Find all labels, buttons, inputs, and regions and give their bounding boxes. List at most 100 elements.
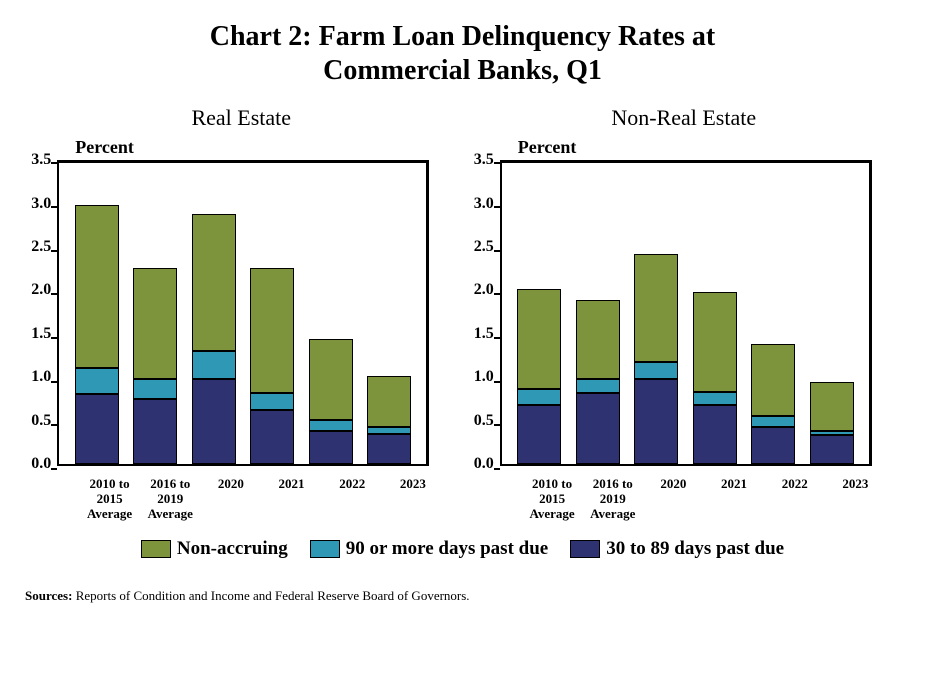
bar-segment-past_30_89 — [693, 405, 737, 464]
y-tick-label: 1.5 — [474, 325, 494, 343]
bar-segment-non_accruing — [309, 339, 353, 420]
legend-swatch — [141, 540, 171, 558]
legend: Non-accruing 90 or more days past due 30 t… — [25, 538, 900, 560]
bar — [810, 382, 854, 464]
x-tick-label: 2022 — [330, 477, 374, 522]
x-tick-label: 2016 to2019Average — [143, 477, 197, 522]
bar-segment-non_accruing — [517, 289, 561, 389]
plot-wrap: 3.53.02.52.01.51.00.50.0 — [474, 160, 894, 473]
tick-marks — [57, 163, 59, 464]
legend-label: 30 to 89 days past due — [606, 538, 784, 560]
title-line-2: Commercial Banks, Q1 — [323, 55, 602, 86]
bar-segment-past_30_89 — [133, 399, 177, 465]
bar — [250, 268, 294, 464]
bar-segment-past_30_89 — [576, 393, 620, 465]
bar — [693, 292, 737, 464]
bar-segment-past_30_89 — [517, 405, 561, 464]
bar-segment-past_90 — [133, 379, 177, 399]
y-tick-label: 2.5 — [31, 238, 51, 256]
panels-row: Real Estate Percent 3.5 3.0 2.5 2.0 1.5 1.0 0.5 0… — [25, 105, 900, 522]
bar-segment-non_accruing — [576, 300, 620, 380]
y-tick-label: 3.0 — [31, 195, 51, 213]
bar-segment-past_90 — [250, 393, 294, 410]
bar-segment-past_90 — [367, 427, 411, 434]
bar — [751, 344, 795, 465]
plot-wrap: 3.53.02.52.01.51.00.50.0 — [31, 160, 451, 473]
panel-title: Non-Real Estate — [474, 105, 894, 131]
y-tick-label: 2.5 — [474, 238, 494, 256]
bar-segment-past_90 — [192, 351, 236, 379]
y-tick-label: 3.5 — [474, 151, 494, 169]
bar-segment-past_30_89 — [367, 434, 411, 465]
plot-area — [500, 160, 872, 466]
x-ticks: 2010 to2015Average2016 to2019Average2020… — [71, 477, 451, 522]
bar-segment-non_accruing — [192, 214, 236, 351]
y-tick-label: 1.5 — [31, 325, 51, 343]
bar-segment-past_30_89 — [250, 410, 294, 464]
bar-segment-past_90 — [576, 379, 620, 392]
sources-label: Sources: — [25, 588, 72, 603]
bar — [517, 289, 561, 464]
bar-segment-past_90 — [693, 392, 737, 405]
legend-label: Non-accruing — [177, 538, 288, 560]
x-tick-label: 2010 to2015Average — [83, 477, 137, 522]
bar-segment-past_90 — [634, 362, 678, 379]
bar-segment-past_30_89 — [75, 394, 119, 464]
bar-segment-non_accruing — [693, 292, 737, 392]
y-tick-label: 0.0 — [31, 455, 51, 473]
chart-title: Chart 2: Farm Loan Delinquency Rates at … — [25, 20, 900, 87]
y-axis-label: Percent — [518, 137, 894, 158]
legend-item: Non-accruing — [141, 538, 288, 560]
bar-segment-past_30_89 — [810, 435, 854, 464]
bar-segment-past_30_89 — [634, 379, 678, 464]
bar — [192, 214, 236, 464]
bar-segment-non_accruing — [367, 376, 411, 427]
x-tick-label: 2021 — [270, 477, 314, 522]
x-tick-label: 2023 — [391, 477, 435, 522]
bar — [133, 268, 177, 465]
bar — [634, 254, 678, 465]
panel: Real Estate Percent 3.5 3.0 2.5 2.0 1.5 1.0 0.5 0… — [31, 105, 451, 522]
bar-segment-non_accruing — [751, 344, 795, 417]
x-tick-label: 2010 to2015Average — [525, 477, 579, 522]
bar-segment-past_90 — [517, 389, 561, 405]
x-tick-label: 2016 to2019Average — [586, 477, 640, 522]
y-tick-label: 2.0 — [31, 281, 51, 299]
bar-segment-past_30_89 — [751, 427, 795, 465]
x-tick-label: 2021 — [712, 477, 756, 522]
bar-segment-non_accruing — [810, 382, 854, 431]
y-tick-label: 2.0 — [474, 281, 494, 299]
y-tick-label: 0.0 — [474, 455, 494, 473]
bar — [576, 300, 620, 464]
x-ticks: 2010 to2015Average2016 to2019Average2020… — [514, 477, 894, 522]
bar-segment-non_accruing — [133, 268, 177, 379]
legend-label: 90 or more days past due — [346, 538, 549, 560]
bar-segment-past_90 — [309, 420, 353, 430]
bar — [75, 205, 119, 465]
bar — [367, 376, 411, 464]
x-tick-label: 2020 — [651, 477, 695, 522]
legend-swatch — [310, 540, 340, 558]
bar-segment-past_30_89 — [309, 431, 353, 464]
panel: Non-Real EstatePercent3.53.02.52.01.51.0… — [474, 105, 894, 522]
tick-marks — [500, 163, 502, 464]
plot-area — [57, 160, 429, 466]
y-axis-label: Percent — [75, 137, 451, 158]
y-tick-label: 1.0 — [474, 368, 494, 386]
bar-segment-non_accruing — [75, 205, 119, 368]
bar-segment-non_accruing — [634, 254, 678, 362]
sources-text: Reports of Condition and Income and Fede… — [72, 588, 469, 603]
sources-note: Sources: Reports of Condition and Income… — [25, 588, 900, 604]
title-line-1: Chart 2: Farm Loan Delinquency Rates at — [210, 21, 716, 52]
x-tick-label: 2022 — [773, 477, 817, 522]
bar-segment-non_accruing — [250, 268, 294, 392]
y-tick-label: 0.5 — [31, 412, 51, 430]
y-tick-label: 0.5 — [474, 412, 494, 430]
y-tick-label: 1.0 — [31, 368, 51, 386]
bar-segment-past_90 — [751, 416, 795, 426]
legend-item: 30 to 89 days past due — [570, 538, 784, 560]
bar-segment-past_90 — [75, 368, 119, 394]
y-tick-label: 3.5 — [31, 151, 51, 169]
x-tick-label: 2023 — [833, 477, 877, 522]
panel-title: Real Estate — [31, 105, 451, 131]
